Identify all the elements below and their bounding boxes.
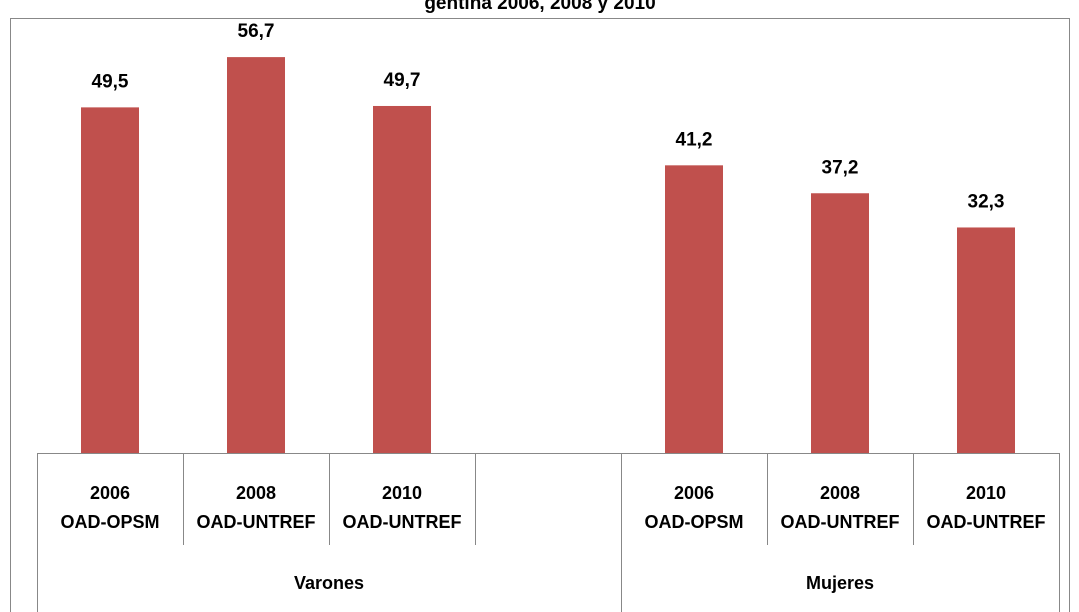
data-label: 37,2 <box>822 157 859 178</box>
bar <box>957 227 1015 453</box>
chart-title: gentina 2006, 2008 y 2010 <box>424 0 655 14</box>
bar <box>227 57 285 453</box>
x-tick-label: 2008 <box>820 483 860 503</box>
x-tick-label: 2010 <box>966 483 1006 503</box>
group-label: Varones <box>294 573 364 593</box>
x-tick-label: 2006 <box>90 483 130 503</box>
x-tick-label: OAD-UNTREF <box>927 512 1046 532</box>
x-tick-label: OAD-UNTREF <box>197 512 316 532</box>
x-tick-label: 2010 <box>382 483 422 503</box>
data-label: 49,7 <box>384 70 421 91</box>
bar <box>81 107 139 453</box>
x-tick-label: OAD-OPSM <box>645 512 744 532</box>
bar <box>373 105 431 453</box>
x-tick-label: 2006 <box>674 483 714 503</box>
group-label: Mujeres <box>806 573 874 593</box>
bar <box>665 165 723 453</box>
x-tick-label: OAD-UNTREF <box>781 512 900 532</box>
x-tick-label: OAD-UNTREF <box>343 512 462 532</box>
data-label: 32,3 <box>968 191 1005 212</box>
data-label: 49,5 <box>92 71 129 92</box>
data-label: 56,7 <box>238 21 275 42</box>
bar <box>811 193 869 453</box>
x-tick-label: 2008 <box>236 483 276 503</box>
plot-frame <box>10 18 1070 612</box>
x-tick-label: OAD-OPSM <box>61 512 160 532</box>
data-label: 41,2 <box>676 129 713 150</box>
